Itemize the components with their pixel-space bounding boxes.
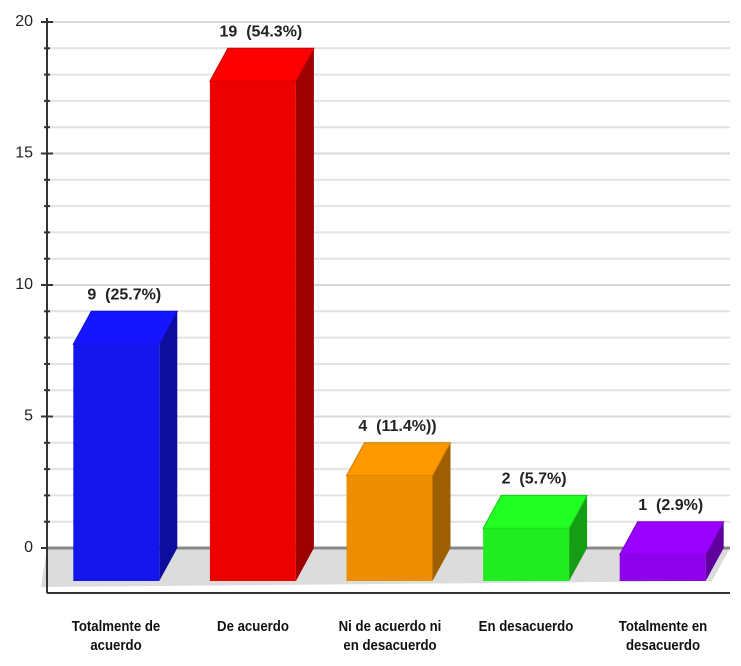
value-label: 19 (54.3%) (220, 24, 303, 41)
bar-side (159, 311, 178, 581)
bar-side (705, 521, 724, 581)
value-label: 4 (11.4%)) (358, 418, 436, 435)
bar (483, 528, 570, 581)
bar-top (72, 310, 179, 345)
y-tick-label: 10 (15, 276, 33, 293)
bar-top (618, 521, 725, 556)
bar-top (345, 442, 452, 477)
x-tick-label: De acuerdo (216, 618, 289, 635)
value-label: 2 (5.7%) (502, 471, 567, 488)
bar (619, 554, 706, 581)
bar-side (432, 442, 451, 581)
y-tick-label: 20 (15, 13, 33, 30)
bar (73, 344, 160, 581)
bar-side (295, 48, 314, 582)
bar-top (209, 47, 315, 82)
y-tick-label: 0 (24, 539, 33, 556)
y-tick-label: 5 (24, 408, 33, 425)
bar (346, 475, 433, 581)
value-label: 9 (25.7%) (87, 287, 161, 304)
x-tick-label: Totalmente de acuerdo (72, 618, 161, 654)
bar (209, 81, 296, 582)
value-label: 1 (2.9%) (638, 497, 703, 514)
y-tick-label: 15 (15, 145, 33, 162)
bar-top (482, 494, 588, 529)
x-tick-label: En desacuerdo (478, 618, 574, 635)
bar-side (569, 495, 588, 581)
x-tick-label: Totalmente en desacuerdo (618, 618, 707, 654)
x-tick-label: Ni de acuerdo ni en desacuerdo (338, 618, 441, 654)
